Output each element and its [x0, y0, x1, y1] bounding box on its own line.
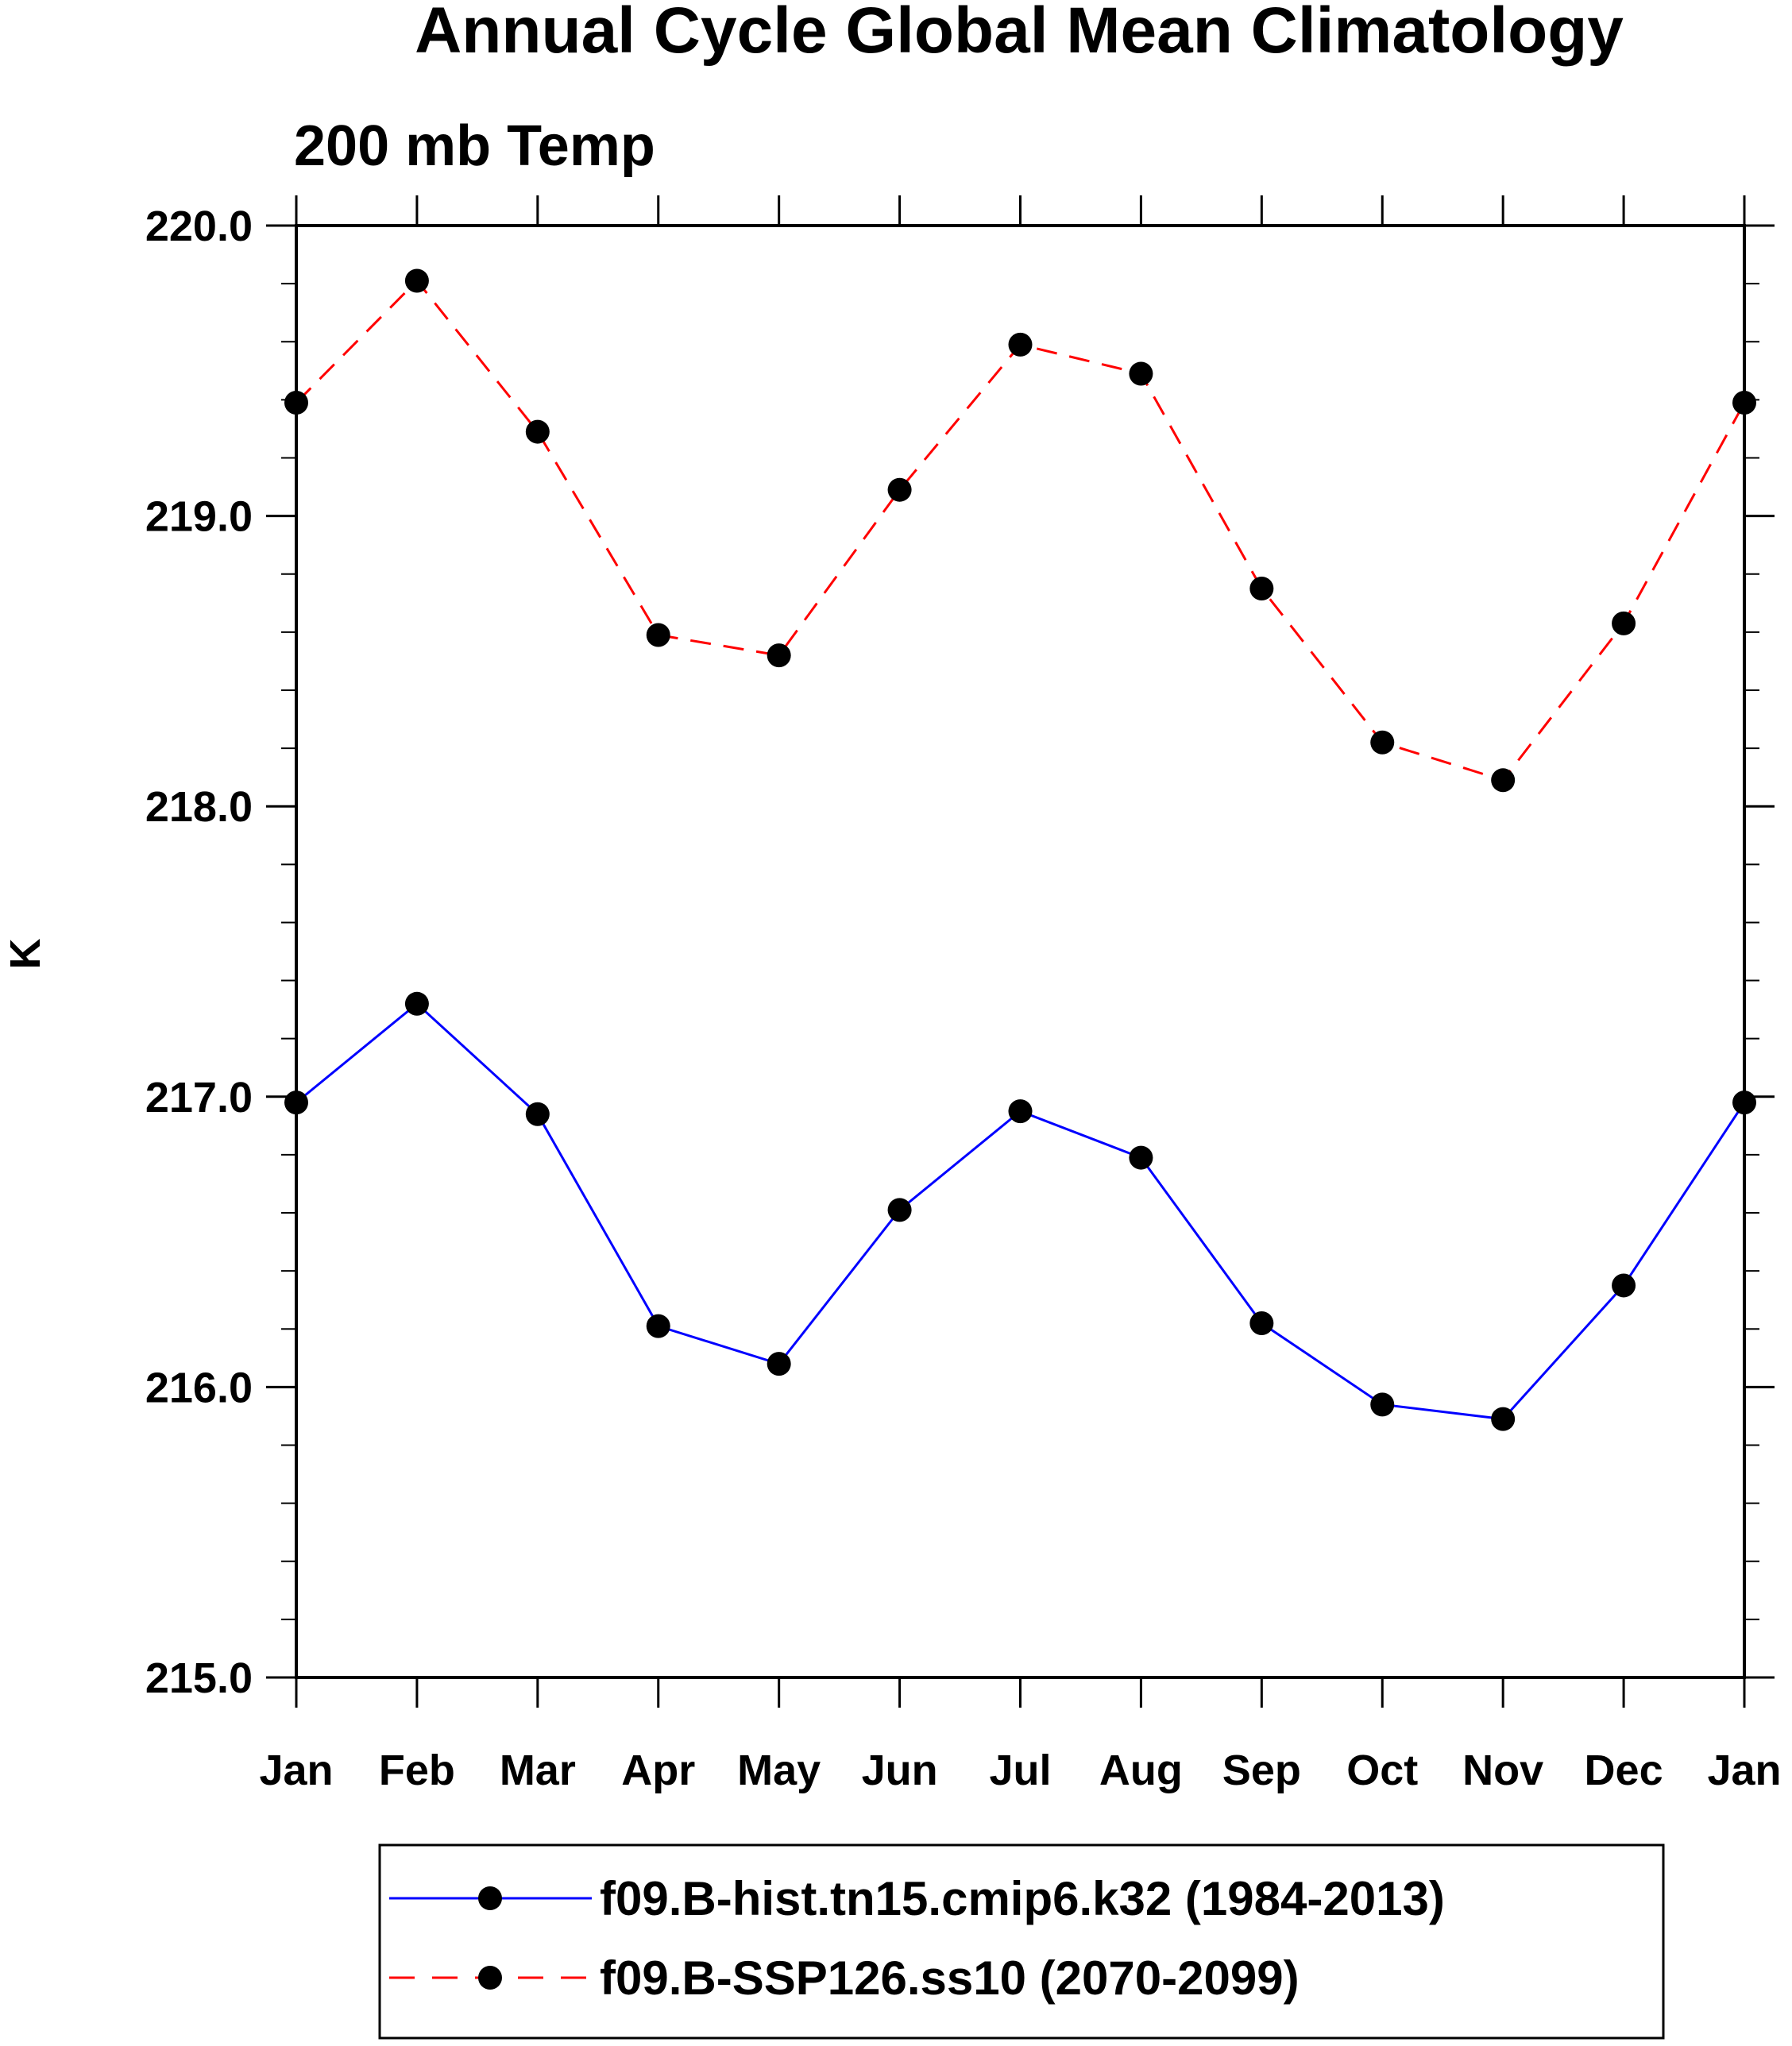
series-0: [284, 991, 1756, 1431]
chart-title: Annual Cycle Global Mean Climatology: [415, 0, 1624, 67]
data-point: [767, 1352, 791, 1376]
data-point: [1612, 1273, 1636, 1298]
x-tick-label: Jan: [259, 1747, 333, 1794]
data-point: [1129, 361, 1153, 386]
legend-label: f09.B-SSP126.ss10 (2070-2099): [600, 1951, 1300, 2005]
x-tick-labels: Jan Feb Mar Apr May Jun Jul Aug Sep Oct Nov Dec Jan: [259, 1747, 1781, 1794]
legend-marker: [478, 1886, 502, 1910]
y-axis-label: K: [2, 939, 49, 970]
data-point: [887, 477, 912, 502]
data-point: [525, 419, 550, 444]
x-tick-label: Aug: [1099, 1747, 1183, 1794]
x-tick-label: Mar: [500, 1747, 576, 1794]
x-tick-label: Feb: [379, 1747, 455, 1794]
axis-ticks: [266, 195, 1775, 1708]
y-tick-label: 216.0: [145, 1364, 253, 1411]
data-point: [1370, 730, 1395, 755]
legend: f09.B-hist.tn15.cmip6.k32 (1984-2013) f09…: [378, 1843, 1665, 2040]
series-1: [284, 268, 1756, 793]
data-point: [1129, 1145, 1153, 1170]
data-point: [1491, 1407, 1516, 1431]
data-point: [646, 1314, 670, 1338]
data-point: [1612, 611, 1636, 635]
x-tick-label: Apr: [621, 1747, 695, 1794]
x-tick-label: Sep: [1222, 1747, 1301, 1794]
legend-box: [378, 1843, 1665, 2040]
legend-label: f09.B-hist.tn15.cmip6.k32 (1984-2013): [600, 1872, 1445, 1925]
legend-marker: [478, 1966, 502, 1990]
y-tick-label: 217.0: [145, 1074, 253, 1121]
x-tick-label: May: [737, 1747, 821, 1794]
data-point: [887, 1198, 912, 1222]
data-point: [404, 268, 429, 293]
chart-subtitle: 200 mb Temp: [294, 114, 655, 178]
plot-frame: [295, 224, 1746, 1679]
series-line: [295, 1002, 1746, 1421]
data-point: [1249, 1311, 1274, 1335]
x-tick-label: Nov: [1462, 1747, 1543, 1794]
y-tick-label: 215.0: [145, 1654, 253, 1702]
data-point: [1370, 1392, 1395, 1417]
y-tick-label: 218.0: [145, 783, 253, 831]
data-point: [1008, 1099, 1033, 1124]
data-point: [1008, 332, 1033, 357]
x-tick-label: Dec: [1585, 1747, 1663, 1794]
y-tick-labels: 215.0 216.0 217.0 218.0 219.0 220.0: [145, 203, 253, 1702]
data-point: [646, 623, 670, 647]
data-point: [767, 643, 791, 668]
data-point: [1491, 768, 1516, 793]
data-point: [404, 991, 429, 1016]
y-tick-label: 220.0: [145, 203, 253, 250]
series-layer: [284, 268, 1756, 1431]
x-tick-label: Jun: [862, 1747, 938, 1794]
x-tick-label: Jul: [989, 1747, 1051, 1794]
x-tick-label: Oct: [1346, 1747, 1418, 1794]
x-tick-label: Jan: [1707, 1747, 1781, 1794]
data-point: [1249, 577, 1274, 600]
y-tick-label: 219.0: [145, 493, 253, 541]
data-point: [525, 1102, 550, 1126]
